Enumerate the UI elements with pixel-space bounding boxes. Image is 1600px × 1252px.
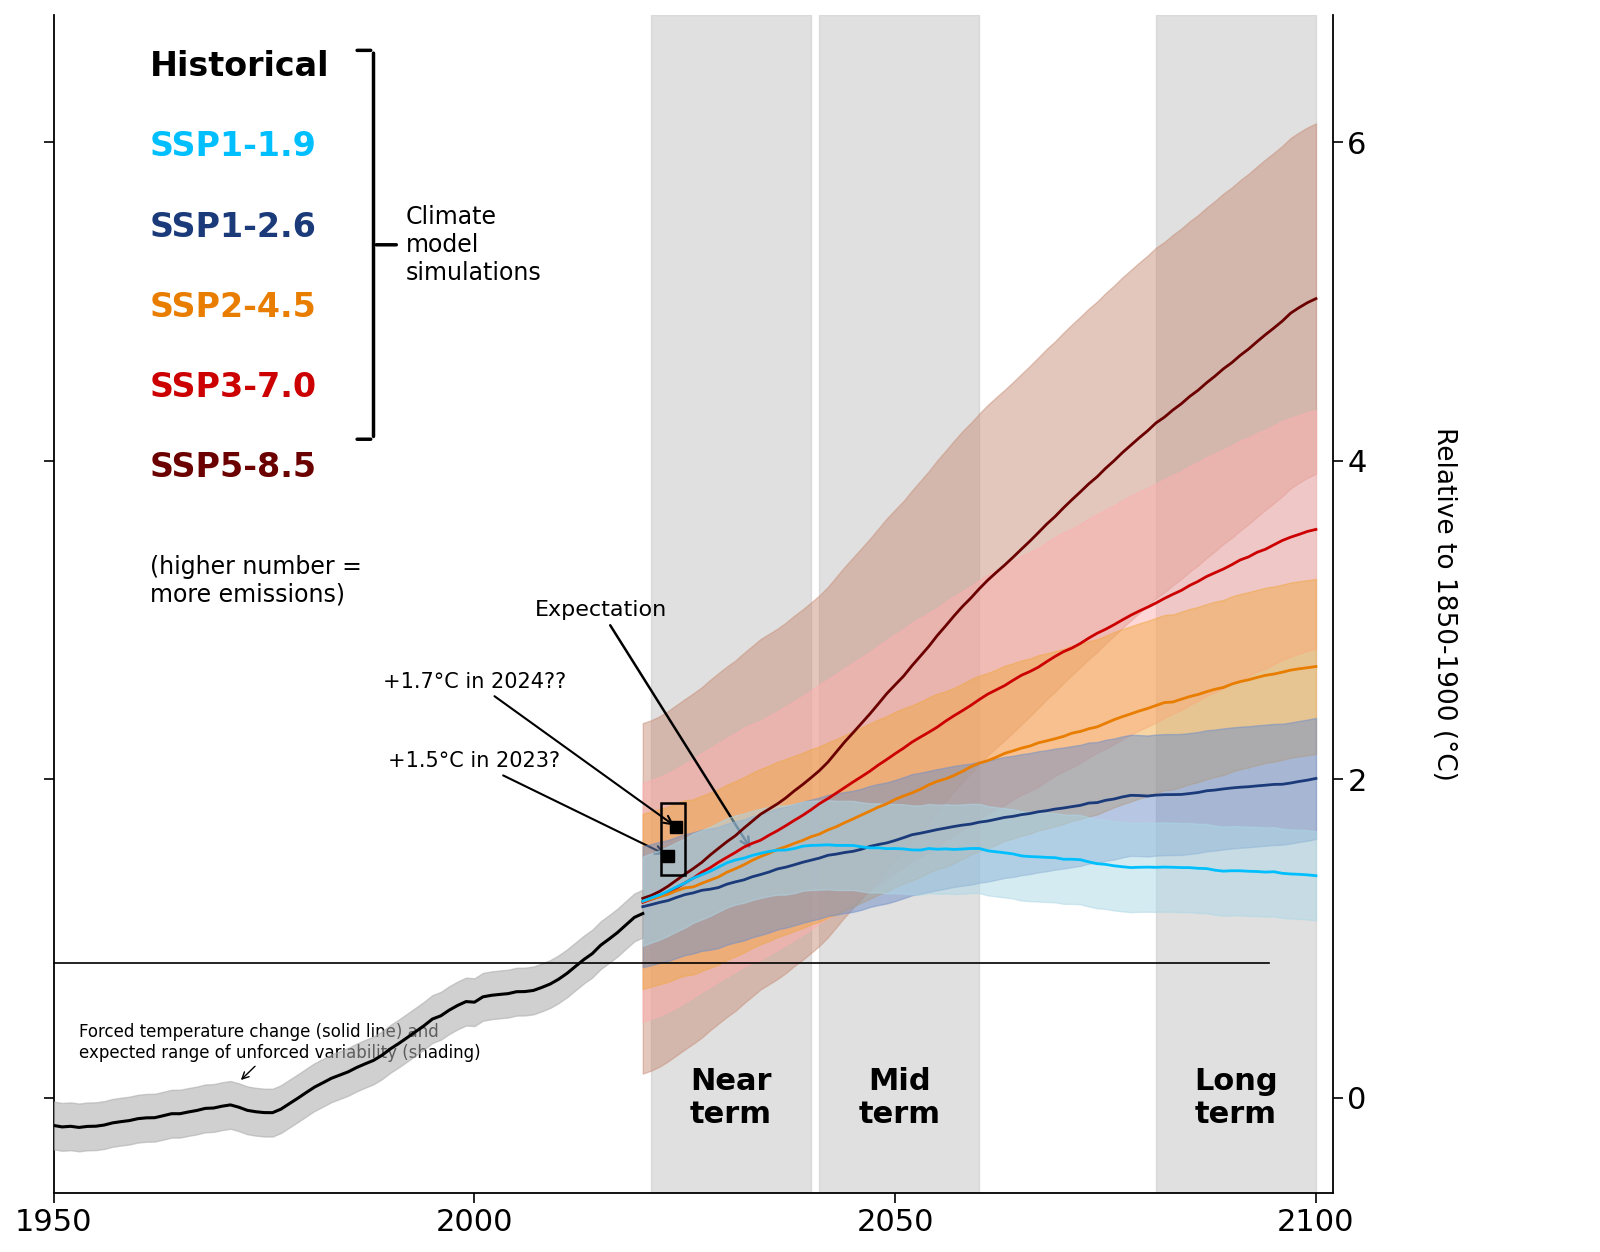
Bar: [651, 15, 811, 1193]
Text: +1.5°C in 2023?: +1.5°C in 2023?: [389, 751, 664, 854]
Text: Expectation: Expectation: [534, 600, 749, 846]
Text: Climate
model
simulations: Climate model simulations: [405, 205, 541, 284]
Text: SSP3-7.0: SSP3-7.0: [150, 371, 317, 404]
Text: Long
term: Long term: [1194, 1067, 1278, 1129]
Text: Mid
term: Mid term: [859, 1067, 941, 1129]
Text: SSP1-1.9: SSP1-1.9: [150, 130, 317, 164]
Text: Near
term: Near term: [690, 1067, 773, 1129]
Text: Forced temperature change (solid line) and
expected range of unforced variabilit: Forced temperature change (solid line) a…: [78, 1023, 480, 1079]
Text: SSP5-8.5: SSP5-8.5: [150, 451, 317, 485]
Bar: [661, 804, 685, 875]
Text: +1.7°C in 2024??: +1.7°C in 2024??: [382, 672, 672, 824]
Text: SSP2-4.5: SSP2-4.5: [150, 290, 317, 324]
Text: (higher number =
more emissions): (higher number = more emissions): [150, 555, 362, 607]
Text: SSP1-2.6: SSP1-2.6: [150, 210, 317, 244]
Bar: [819, 15, 979, 1193]
Y-axis label: Relative to 1850-1900 (°C): Relative to 1850-1900 (°C): [1430, 427, 1458, 781]
Text: Historical: Historical: [150, 50, 330, 84]
Bar: [1157, 15, 1315, 1193]
